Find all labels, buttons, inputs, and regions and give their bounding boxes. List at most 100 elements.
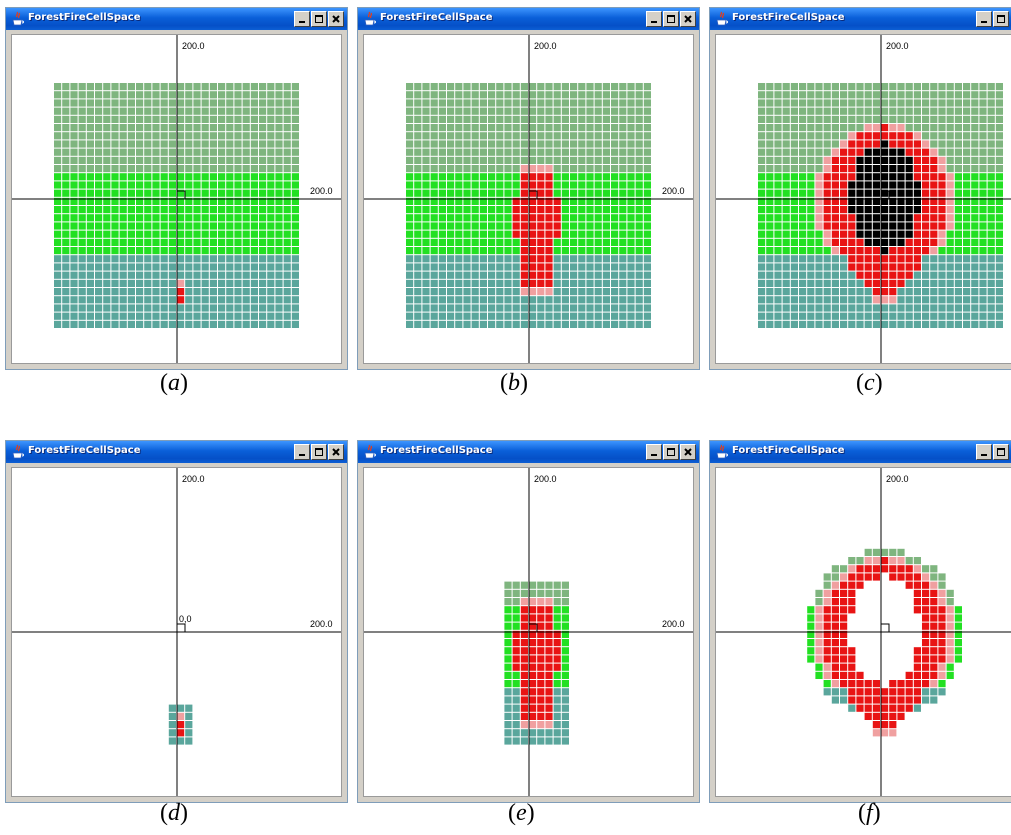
window-title: ForestFireCellSpace [732,12,845,23]
cell [807,247,815,255]
window-title: ForestFireCellSpace [28,445,141,456]
cell [831,148,839,156]
cell [627,238,635,246]
cell [488,288,496,296]
cell [831,304,839,312]
cell [979,189,987,197]
cell [422,222,430,230]
cell [848,255,856,263]
cell [414,214,422,222]
cell [70,99,78,107]
minimize-icon [299,21,305,23]
cell [856,83,864,91]
maximize-button[interactable] [993,444,1009,460]
cell [913,255,921,263]
cell [78,115,86,123]
maximize-button[interactable] [311,444,327,460]
cell [938,288,946,296]
cell [831,573,839,581]
title-bar[interactable]: ForestFireCellSpace [6,8,347,30]
close-button[interactable] [328,444,344,460]
cell [512,173,520,181]
cell [70,107,78,115]
cell [766,320,774,328]
minimize-button[interactable] [646,11,662,27]
cell [872,696,880,704]
cell [209,271,217,279]
cell [193,263,201,271]
cell [889,279,897,287]
cell [815,91,823,99]
cell [234,83,242,91]
cell [611,140,619,148]
cell [234,197,242,205]
cell [545,99,553,107]
cell [995,165,1003,173]
maximize-button[interactable] [663,444,679,460]
cell [127,304,135,312]
cell [570,83,578,91]
cell-space-canvas[interactable]: 200.0 200.0 0,0 [11,467,342,797]
cell [954,99,962,107]
cell [578,156,586,164]
cell [537,279,545,287]
cell [267,206,275,214]
title-bar[interactable]: ForestFireCellSpace [6,441,347,463]
cell [913,312,921,320]
minimize-button[interactable] [976,11,992,27]
maximize-button[interactable] [663,11,679,27]
cell [578,288,586,296]
cell [627,181,635,189]
cell [790,83,798,91]
cell [259,288,267,296]
title-bar[interactable]: ForestFireCellSpace [358,441,699,463]
cell [54,132,62,140]
cell [758,255,766,263]
cell [790,132,798,140]
minimize-button[interactable] [294,11,310,27]
close-button[interactable] [328,11,344,27]
cell [553,173,561,181]
cell [856,124,864,132]
cell [790,230,798,238]
cell [185,83,193,91]
maximize-button[interactable] [311,11,327,27]
cell [774,197,782,205]
cell [177,214,185,222]
cell [529,238,537,246]
close-button[interactable] [680,11,696,27]
cell [406,156,414,164]
cell [537,304,545,312]
cell [627,279,635,287]
cell [70,320,78,328]
cell [103,247,111,255]
close-button[interactable] [680,444,696,460]
cell [922,647,930,655]
cell [922,304,930,312]
cell [995,230,1003,238]
cell [479,255,487,263]
title-bar[interactable]: ForestFireCellSpace [358,8,699,30]
minimize-button[interactable] [646,444,662,460]
title-bar[interactable]: ForestFireCellSpace [710,441,1011,463]
cell [848,165,856,173]
cell [504,173,512,181]
cell [578,173,586,181]
cell-grid [406,83,651,328]
minimize-button[interactable] [976,444,992,460]
cell [971,288,979,296]
maximize-button[interactable] [993,11,1009,27]
cell [504,696,512,704]
cell [496,263,504,271]
title-bar[interactable]: ForestFireCellSpace [710,8,1011,30]
cell [643,99,651,107]
minimize-button[interactable] [294,444,310,460]
cell [111,288,119,296]
cell [226,304,234,312]
